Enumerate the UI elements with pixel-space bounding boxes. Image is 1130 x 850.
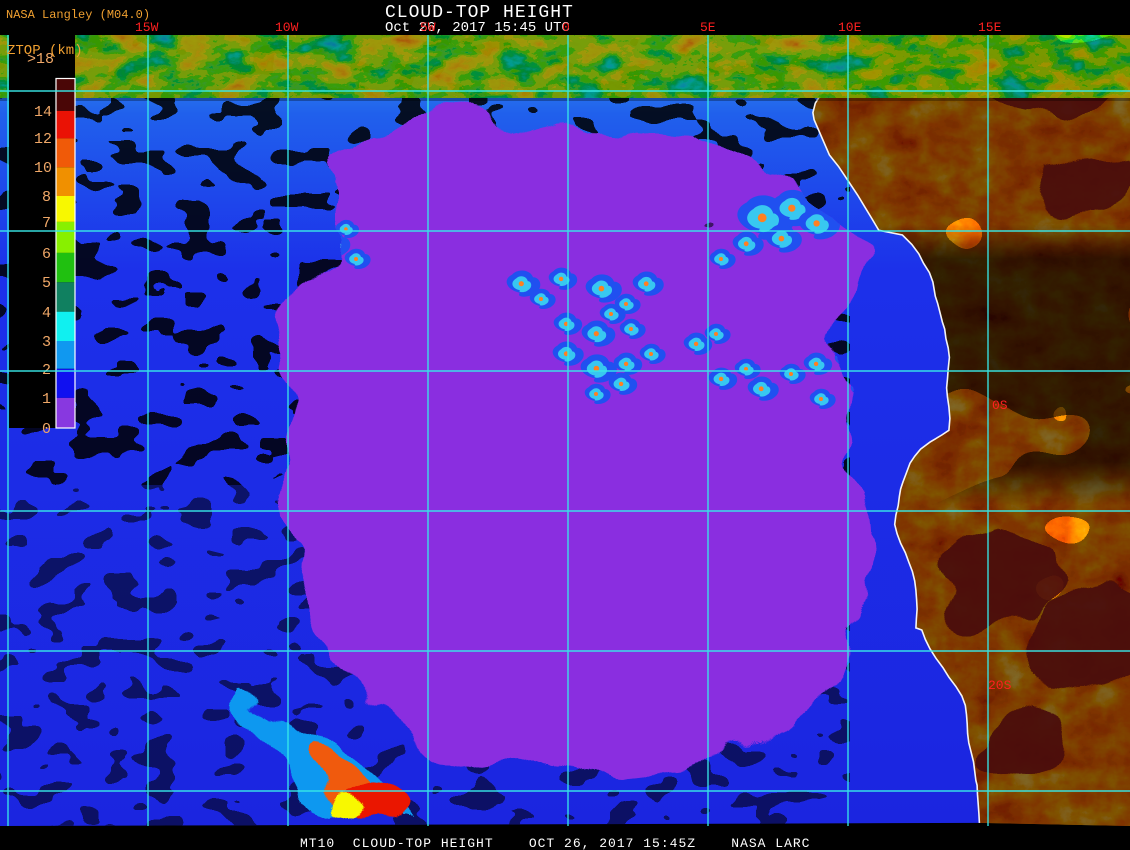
svg-text:1: 1 — [42, 391, 51, 408]
svg-text:4: 4 — [42, 305, 51, 322]
svg-text:0: 0 — [42, 421, 51, 438]
svg-text:14: 14 — [34, 104, 52, 121]
svg-text:6: 6 — [42, 246, 51, 263]
svg-text:7: 7 — [42, 215, 51, 232]
svg-text:12: 12 — [34, 131, 52, 148]
svg-text:3: 3 — [42, 334, 51, 351]
svg-text:5: 5 — [42, 275, 51, 292]
svg-text:10: 10 — [34, 160, 52, 177]
svg-text:8: 8 — [42, 189, 51, 206]
